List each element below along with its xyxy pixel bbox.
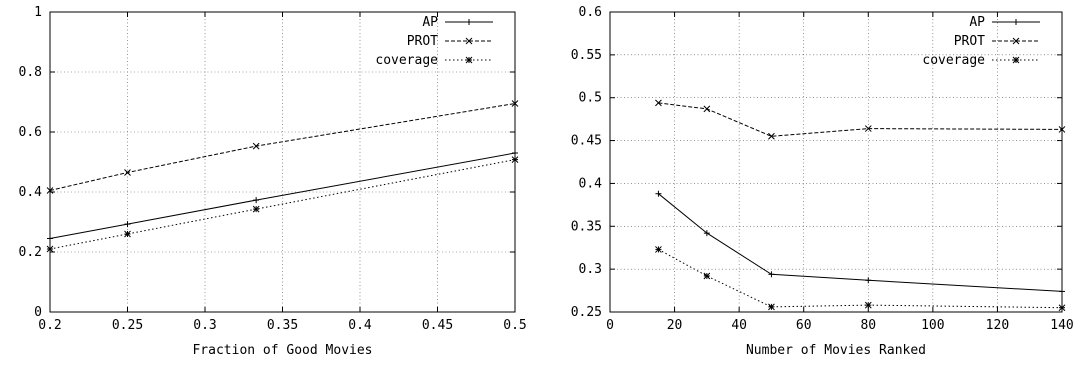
legend-marker	[465, 56, 473, 64]
y-tick-label: 0.45	[571, 134, 602, 149]
data-point	[253, 197, 260, 204]
legend-marker	[466, 19, 472, 25]
legend-entry-coverage: coverage	[375, 53, 493, 68]
chart-1: 0.2 0.25 0.3 0.35 0.4 0.45 0.500.20.40.60.81Fr…	[19, 5, 527, 358]
legend-entry-ap: AP	[969, 15, 1040, 30]
y-tick-label: 0.4	[579, 176, 603, 191]
x-tick-label: 0.25	[112, 318, 143, 333]
x-tick-label: 0.5	[503, 318, 526, 333]
data-point	[1058, 126, 1066, 133]
legend-label: coverage	[922, 53, 985, 68]
data-point	[655, 190, 662, 197]
x-tick-label: 0.45	[422, 318, 453, 333]
x-tick-label: 0	[606, 318, 614, 333]
data-point	[252, 205, 260, 213]
data-point	[124, 221, 131, 228]
data-point	[864, 125, 872, 132]
data-point	[655, 246, 662, 253]
y-tick-label: 0.2	[19, 245, 42, 260]
legend-marker	[1012, 37, 1020, 45]
data-point	[1058, 304, 1066, 312]
plot-frame	[49, 11, 516, 313]
data-point	[865, 277, 872, 284]
chart-2: 0 20 40 60 80 100 120 140 0.25 0.3 0.35 0.4 0.45 0.5 0…	[571, 5, 1074, 358]
data-point	[1059, 288, 1065, 295]
data-point	[46, 187, 54, 194]
series-prot	[655, 99, 1066, 140]
x-axis-label: Number of Movies Ranked	[746, 343, 926, 358]
x-tick-label: 0.3	[193, 318, 216, 333]
x-tick-label: 0.35	[267, 318, 298, 333]
legend-label: PROT	[954, 34, 985, 49]
series-ap	[47, 150, 518, 242]
legend-entry-coverage: coverage	[922, 53, 1040, 68]
ticks	[609, 11, 1063, 313]
x-tick-label: 80	[860, 318, 876, 333]
y-tick-label: 0.3	[579, 262, 602, 277]
x-axis-label: Fraction of Good Movies	[192, 343, 372, 358]
legend-entry-prot: PROT	[954, 34, 1040, 49]
data-point	[512, 150, 518, 156]
grid	[610, 12, 1062, 312]
data-point	[655, 99, 662, 107]
data-point	[124, 169, 131, 176]
x-tick-label: 120	[986, 318, 1009, 333]
series-coverage	[46, 156, 519, 253]
x-tick-label: 0.2	[38, 318, 61, 333]
series-ap	[655, 190, 1065, 295]
data-point	[47, 235, 53, 242]
x-tick-label: 60	[796, 318, 812, 333]
x-tick-label: 40	[731, 318, 747, 333]
legend-label: AP	[422, 15, 438, 30]
y-tick-label: 0.6	[19, 125, 42, 140]
legend-entry-prot: PROT	[407, 34, 493, 49]
data-point	[46, 245, 54, 253]
series-line	[49, 159, 516, 250]
grid	[50, 12, 515, 312]
legend-entry-ap: AP	[422, 15, 493, 30]
series-line	[658, 248, 1063, 309]
y-tick-label: 0.35	[571, 219, 602, 234]
y-tick-label: 0	[34, 305, 42, 320]
series-coverage	[655, 246, 1066, 312]
series-line	[49, 152, 516, 239]
data-point	[511, 156, 519, 163]
x-tick-label: 140	[1050, 318, 1073, 333]
y-tick-label: 0.6	[579, 5, 602, 20]
data-point	[864, 301, 872, 309]
data-point	[703, 230, 710, 237]
x-tick-label: 20	[667, 318, 683, 333]
x-tick-label: 0.4	[348, 318, 372, 333]
data-point	[703, 272, 711, 280]
legend-label: AP	[969, 15, 985, 30]
y-tick-label: 0.8	[19, 65, 42, 80]
legend-marker	[465, 37, 473, 45]
legend-marker	[1012, 56, 1020, 64]
legend-label: coverage	[375, 53, 438, 68]
ticks	[49, 11, 516, 313]
series-line	[49, 103, 516, 191]
legend-marker	[1013, 19, 1019, 25]
data-point	[511, 100, 519, 107]
data-point	[768, 303, 775, 311]
data-point	[252, 142, 260, 150]
y-tick-label: 0.55	[571, 48, 602, 63]
plot-frame	[609, 11, 1063, 313]
data-point	[124, 230, 131, 238]
y-tick-label: 0.5	[579, 91, 602, 106]
series-prot	[46, 100, 519, 194]
legend-label: PROT	[407, 34, 438, 49]
y-tick-label: 1	[34, 5, 42, 20]
y-tick-label: 0.4	[19, 185, 43, 200]
series-line	[658, 193, 1063, 292]
series-line	[658, 102, 1063, 137]
data-point	[768, 271, 775, 278]
x-tick-label: 100	[921, 318, 944, 333]
y-tick-label: 0.25	[571, 305, 602, 320]
data-point	[703, 105, 711, 113]
data-point	[768, 132, 775, 140]
